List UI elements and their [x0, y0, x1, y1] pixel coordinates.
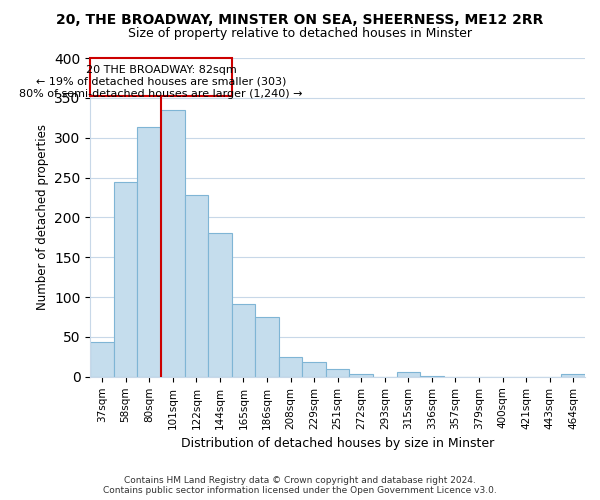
Bar	[562, 374, 585, 377]
Bar	[255, 317, 279, 377]
Bar	[397, 372, 420, 377]
Bar	[349, 374, 373, 377]
Bar	[91, 342, 114, 377]
Text: 20 THE BROADWAY: 82sqm: 20 THE BROADWAY: 82sqm	[86, 64, 236, 74]
Text: Contains HM Land Registry data © Crown copyright and database right 2024.: Contains HM Land Registry data © Crown c…	[124, 476, 476, 485]
Bar	[185, 195, 208, 377]
Bar	[161, 110, 185, 377]
Text: ← 19% of detached houses are smaller (303): ← 19% of detached houses are smaller (30…	[36, 76, 286, 86]
Bar	[137, 128, 161, 377]
FancyBboxPatch shape	[91, 58, 232, 96]
Text: Size of property relative to detached houses in Minster: Size of property relative to detached ho…	[128, 28, 472, 40]
Bar	[114, 182, 137, 377]
Text: 80% of semi-detached houses are larger (1,240) →: 80% of semi-detached houses are larger (…	[19, 88, 303, 99]
X-axis label: Distribution of detached houses by size in Minster: Distribution of detached houses by size …	[181, 437, 494, 450]
Text: Contains public sector information licensed under the Open Government Licence v3: Contains public sector information licen…	[103, 486, 497, 495]
Bar	[279, 357, 302, 377]
Bar	[232, 304, 255, 377]
Bar	[302, 362, 326, 377]
Bar	[326, 369, 349, 377]
Y-axis label: Number of detached properties: Number of detached properties	[35, 124, 49, 310]
Bar	[420, 376, 443, 377]
Text: 20, THE BROADWAY, MINSTER ON SEA, SHEERNESS, ME12 2RR: 20, THE BROADWAY, MINSTER ON SEA, SHEERN…	[56, 12, 544, 26]
Bar	[208, 234, 232, 377]
